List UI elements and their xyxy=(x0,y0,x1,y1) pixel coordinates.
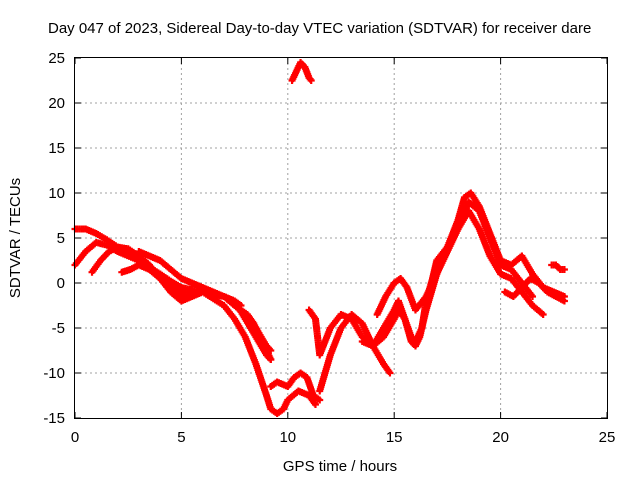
x-tick-label: 5 xyxy=(177,429,185,446)
data-series xyxy=(71,59,568,417)
x-axis-label: GPS time / hours xyxy=(283,458,397,475)
data-point xyxy=(529,293,537,300)
x-tick-label: 0 xyxy=(71,429,79,446)
y-tick-label: -10 xyxy=(43,365,65,382)
y-axis-label: SDTVAR / TECUs xyxy=(7,178,24,298)
data-point xyxy=(316,396,324,404)
y-tick-label: 10 xyxy=(48,185,65,202)
x-tick-label: 20 xyxy=(492,429,509,446)
series-arc7 xyxy=(267,369,324,404)
data-point xyxy=(539,311,547,318)
y-tick-label: 25 xyxy=(48,50,65,67)
chart-title: Day 047 of 2023, Sidereal Day-to-day VTE… xyxy=(48,20,591,37)
y-tick-label: 5 xyxy=(57,230,65,247)
y-tick-label: 0 xyxy=(57,275,65,292)
x-tick-label: 10 xyxy=(279,429,296,446)
x-tick-label: 25 xyxy=(599,429,616,446)
y-tick-label: 15 xyxy=(48,140,65,157)
series-arc5 xyxy=(135,248,245,309)
data-point xyxy=(560,297,568,305)
series-arc13 xyxy=(501,275,568,305)
axis-ticks: 0 5 10 15 20 25 -15 -10 -5 0 5 10 15 20 25 xyxy=(43,50,615,446)
gridlines xyxy=(75,58,607,418)
y-tick-label: -5 xyxy=(52,320,65,337)
data-point xyxy=(386,369,394,377)
data-point xyxy=(267,356,275,363)
series-arc14 xyxy=(548,261,568,273)
series-arc6 xyxy=(237,306,275,363)
data-point xyxy=(560,266,568,273)
x-tick-label: 15 xyxy=(386,429,403,446)
data-point xyxy=(307,77,315,84)
series-arc8 xyxy=(288,59,315,84)
y-tick-label: 20 xyxy=(48,95,65,112)
plot-frame xyxy=(74,57,608,419)
y-tick-label: -15 xyxy=(43,410,65,427)
data-point xyxy=(311,401,319,408)
